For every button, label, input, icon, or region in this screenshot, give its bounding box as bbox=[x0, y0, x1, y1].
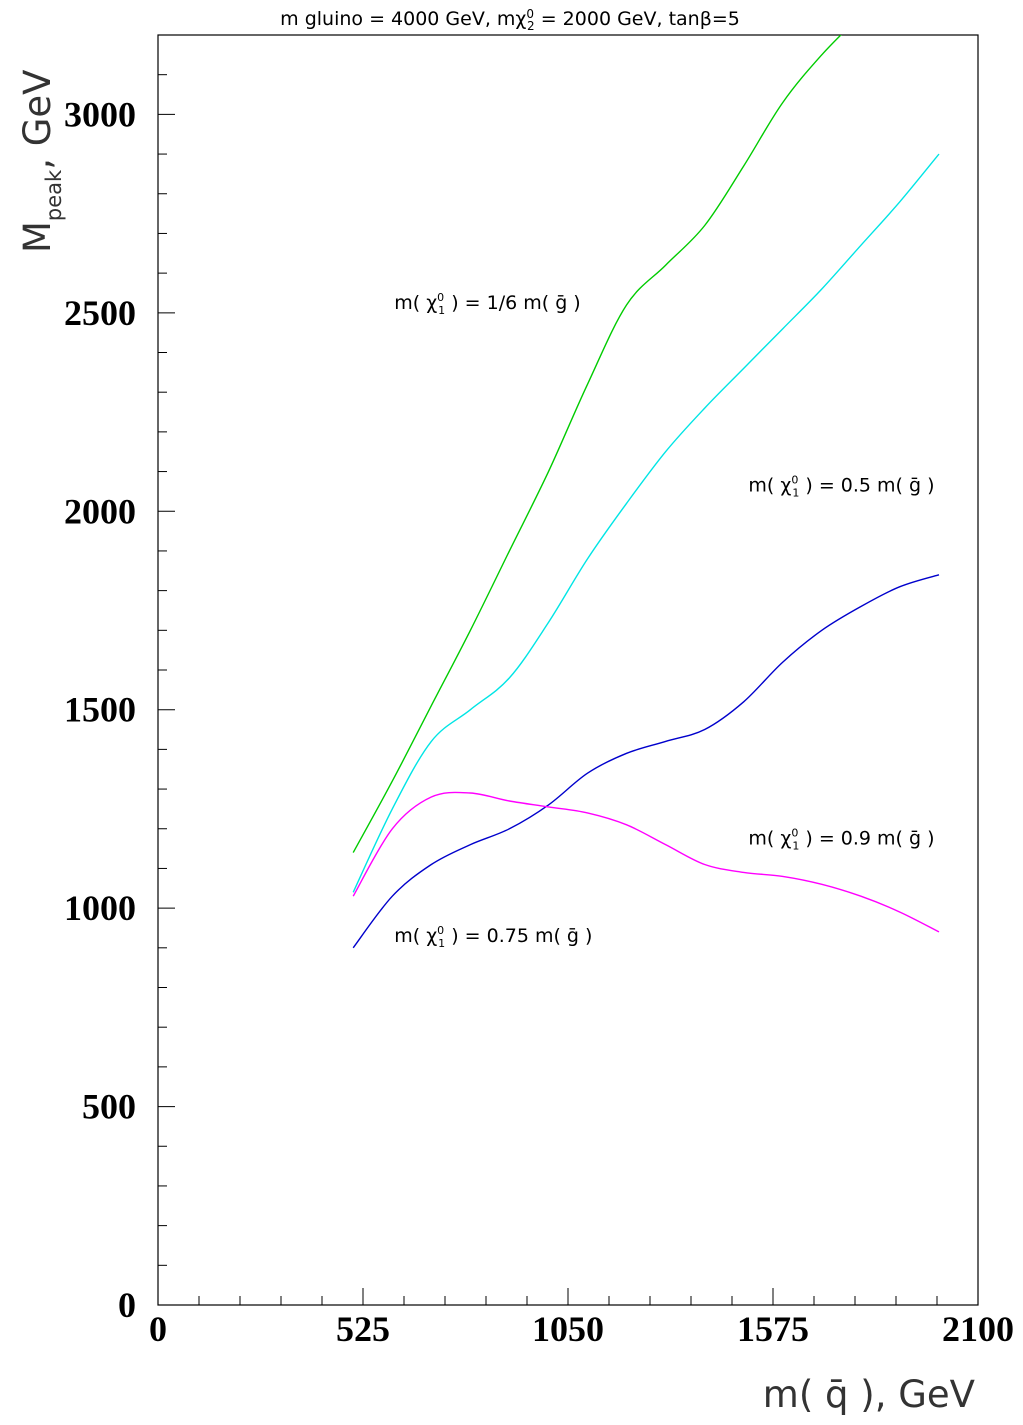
series-line-3 bbox=[352, 574, 940, 949]
y-tick-label: 500 bbox=[82, 1087, 136, 1127]
x-tick-label: 525 bbox=[336, 1309, 390, 1349]
y-tick-label: 3000 bbox=[64, 94, 136, 134]
curve-label-text: m( χ bbox=[748, 828, 791, 850]
curve-label-sup: 0 bbox=[437, 924, 444, 937]
curve-label-4: m( χ0 1 ) = 0.75 m( ḡ ) bbox=[394, 924, 592, 950]
curve-label-3: m( χ0 1 ) = 0.9 m( ḡ ) bbox=[748, 827, 934, 853]
curve-label-text: ) = 0.5 m( ḡ ) bbox=[799, 474, 934, 496]
y-tick-label: 2500 bbox=[64, 293, 136, 333]
data-series bbox=[352, 35, 940, 949]
x-tick-label: 1050 bbox=[532, 1309, 604, 1349]
y-axis-label: Mpeak, GeV bbox=[16, 70, 66, 254]
chart-title: m gluino = 4000 GeV, mχ0 2 = 2000 GeV, ta… bbox=[280, 7, 740, 33]
curve-label-text: ) = 0.9 m( ḡ ) bbox=[799, 828, 934, 850]
series-line-2 bbox=[352, 153, 940, 893]
curve-label-sub: 1 bbox=[792, 840, 799, 853]
curve-label-sub: 1 bbox=[438, 304, 445, 317]
curve-label-text: m( χ bbox=[748, 474, 791, 496]
x-axis-label: m( q̄ ), GeV bbox=[763, 1373, 975, 1416]
y-tick-label: 1000 bbox=[64, 888, 136, 928]
y-tick-label: 2000 bbox=[64, 491, 136, 531]
chart-title-sub: 2 bbox=[527, 19, 535, 33]
curve-label-text: ) = 0.75 m( ḡ ) bbox=[445, 925, 592, 947]
curve-label-2: m( χ0 1 ) = 0.5 m( ḡ ) bbox=[748, 473, 934, 499]
x-tick-label: 0 bbox=[149, 1309, 167, 1349]
x-tick-label: 1575 bbox=[737, 1309, 809, 1349]
plot-frame bbox=[157, 34, 979, 1306]
curve-label-sup: 0 bbox=[791, 473, 798, 486]
curve-label-sub: 1 bbox=[792, 486, 799, 499]
y-axis-label-main: M bbox=[16, 221, 59, 253]
x-tick-label: 2100 bbox=[942, 1309, 1014, 1349]
y-tick-label: 0 bbox=[118, 1285, 136, 1325]
curve-label-text: ) = 1/6 m( ḡ ) bbox=[445, 292, 581, 314]
curve-label-sup: 0 bbox=[791, 827, 798, 840]
curve-label-sub: 1 bbox=[438, 937, 445, 950]
curve-label-text: m( χ bbox=[394, 925, 437, 947]
y-tick-label: 1500 bbox=[64, 690, 136, 730]
curve-label-text: m( χ bbox=[394, 292, 437, 314]
series-line-4 bbox=[352, 791, 940, 933]
y-axis-label-sub: peak bbox=[42, 169, 66, 221]
y-axis-label-unit: , GeV bbox=[16, 70, 59, 170]
curve-annotations: m( χ0 1 ) = 1/6 m( ḡ )m( χ0 1 ) = 0.5 m( … bbox=[394, 291, 934, 950]
chart-title-post: = 2000 GeV, tanβ=5 bbox=[535, 8, 740, 30]
chart-title-sup: 0 bbox=[526, 7, 534, 21]
curve-label-sup: 0 bbox=[437, 291, 444, 304]
curve-label-1: m( χ0 1 ) = 1/6 m( ḡ ) bbox=[394, 291, 580, 317]
chart-title-pre: m gluino = 4000 GeV, mχ bbox=[280, 8, 526, 30]
series-line-1 bbox=[352, 35, 842, 853]
